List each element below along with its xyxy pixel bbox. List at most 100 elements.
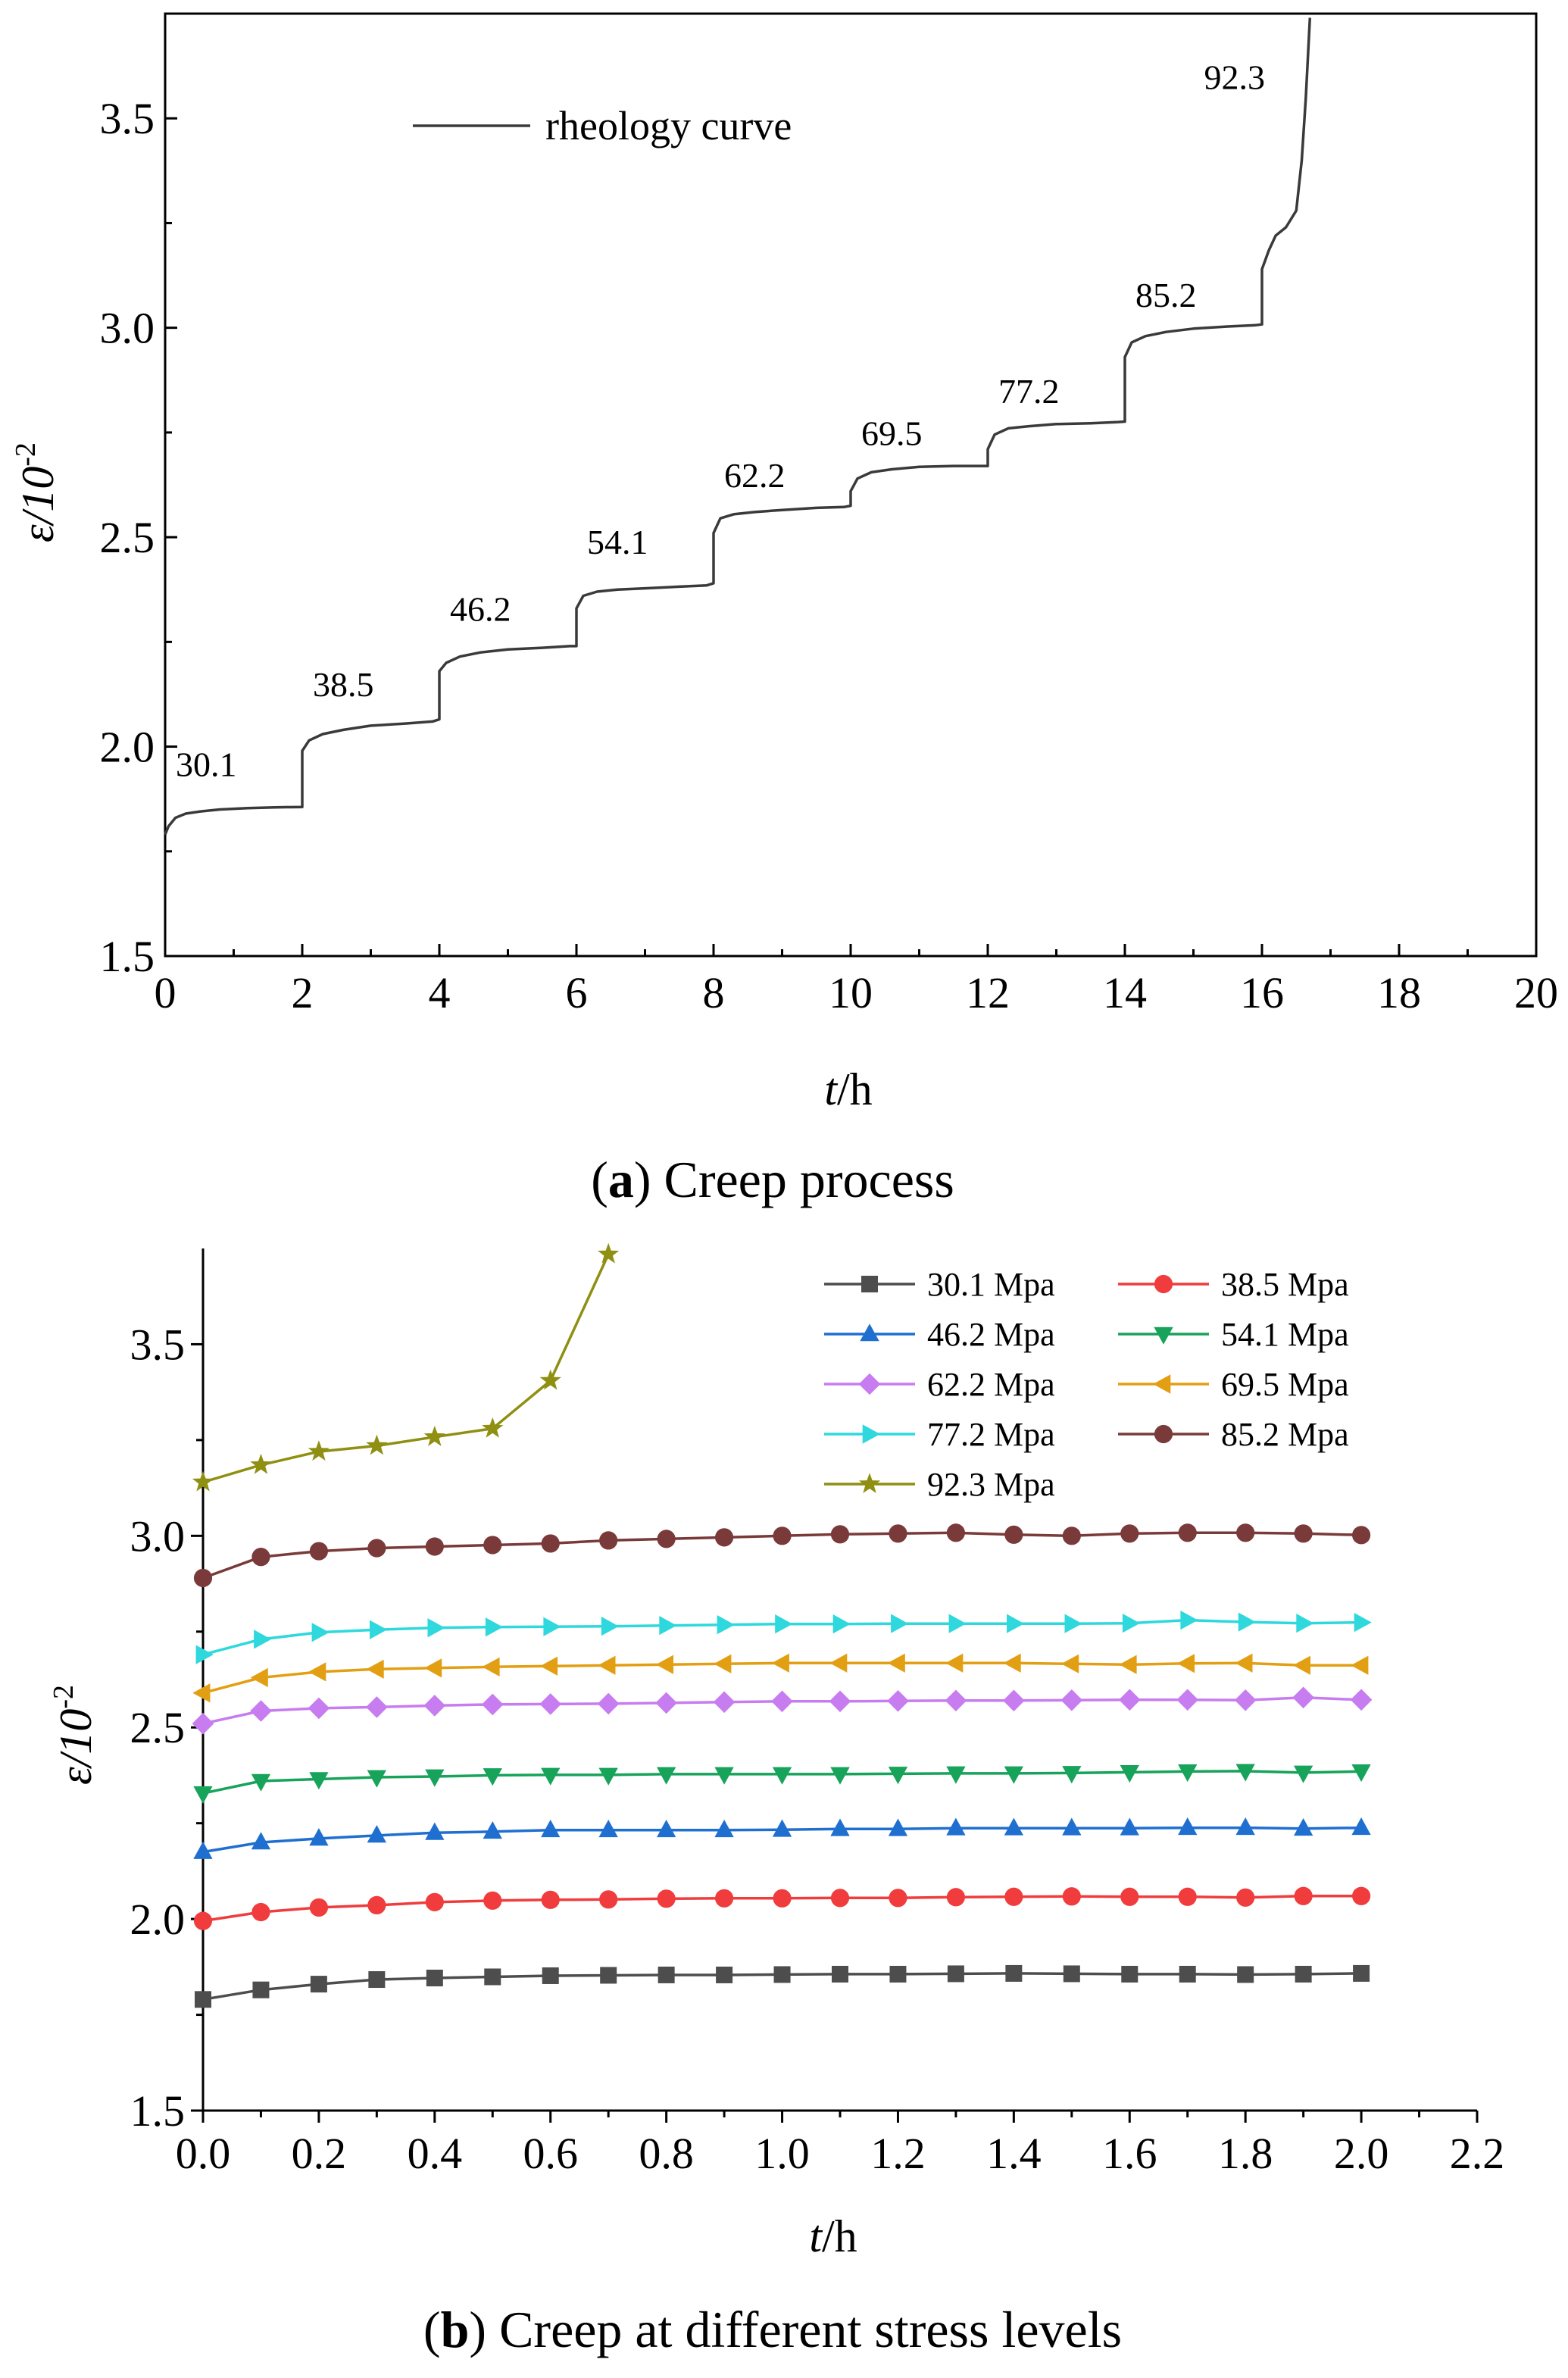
data-point — [251, 1832, 271, 1850]
stress-annotation: 62.2 — [724, 456, 786, 495]
data-point — [1004, 1525, 1023, 1544]
data-point — [1351, 1817, 1371, 1836]
data-point — [1062, 1817, 1082, 1836]
data-point — [1236, 1888, 1255, 1907]
legend-swatch-marker — [858, 1373, 881, 1395]
data-point — [655, 1692, 677, 1714]
x-tick-label: 1.8 — [1218, 2129, 1273, 2178]
data-point — [1122, 1614, 1140, 1633]
data-point — [251, 1773, 271, 1792]
data-point — [1294, 1765, 1313, 1783]
panel-a-y-axis: 1.5 2.0 2.5 3.0 3.5 — [100, 94, 177, 981]
data-point — [657, 1820, 676, 1838]
legend-label-rheology: rheology curve — [545, 103, 792, 148]
data-point — [598, 1242, 620, 1264]
data-point — [254, 1630, 272, 1649]
data-point — [425, 1769, 445, 1787]
data-point — [192, 1470, 214, 1492]
x-tick-label: 12 — [966, 968, 1010, 1017]
data-point — [1238, 1612, 1256, 1632]
x-tick-label: 6 — [566, 968, 588, 1017]
x-tick-label: 0.6 — [523, 2129, 578, 2178]
data-point — [1350, 1689, 1373, 1711]
data-point — [657, 1767, 676, 1785]
panel-b-caption: (b) Creep at different stress levels — [423, 2301, 1122, 2358]
legend-swatch-marker — [1154, 1424, 1173, 1444]
legend-item: 54.1 Mpa — [1118, 1316, 1349, 1353]
data-point — [1178, 1523, 1197, 1542]
x-tick-label: 16 — [1240, 968, 1284, 1017]
data-point — [600, 1967, 617, 1984]
data-point — [946, 1523, 966, 1542]
data-point — [657, 1889, 676, 1908]
panel-a-x-axis-label: t/h — [824, 1064, 872, 1114]
data-point — [597, 1692, 620, 1715]
legend-label: 30.1 Mpa — [927, 1266, 1055, 1303]
data-point — [308, 1662, 326, 1682]
data-point — [830, 1889, 850, 1908]
data-point — [310, 1976, 327, 1993]
series-30-1-mpa — [195, 1964, 1370, 2008]
data-point — [541, 1890, 560, 1909]
data-point — [1351, 1886, 1371, 1905]
data-point — [539, 1693, 561, 1715]
data-point — [1119, 1655, 1137, 1674]
data-point — [887, 1690, 909, 1712]
legend-label: 92.3 Mpa — [927, 1466, 1055, 1503]
data-point — [714, 1528, 734, 1547]
data-point — [370, 1620, 388, 1639]
data-point — [484, 1968, 501, 1986]
data-point — [311, 1623, 330, 1642]
data-point — [830, 1818, 850, 1836]
data-point — [598, 1655, 616, 1675]
data-point — [426, 1970, 443, 1987]
data-point — [946, 1888, 966, 1907]
data-point — [1178, 1817, 1198, 1836]
data-point — [1295, 1965, 1312, 1983]
legend-item: 46.2 Mpa — [824, 1316, 1055, 1353]
x-tick-label: 4 — [429, 968, 451, 1017]
data-point — [1004, 1887, 1023, 1906]
data-point — [423, 1426, 445, 1446]
data-point — [424, 1658, 442, 1678]
stress-annotation: 77.2 — [998, 372, 1060, 411]
series-line — [202, 1253, 610, 1484]
legend-item: 30.1 Mpa — [824, 1266, 1055, 1303]
data-point — [1296, 1614, 1314, 1633]
data-point — [482, 1657, 500, 1676]
panel-a-legend: rheology curve — [413, 103, 792, 148]
data-point — [945, 1653, 964, 1673]
series-85-2-mpa — [193, 1523, 1371, 1588]
data-point — [367, 1825, 386, 1843]
data-point — [1003, 1689, 1025, 1712]
x-tick-label: 1.2 — [870, 2129, 926, 2178]
y-tick-label: 2.0 — [130, 1895, 186, 1944]
data-point — [1235, 1653, 1253, 1673]
stress-annotation: 46.2 — [450, 590, 511, 629]
data-point — [195, 1645, 214, 1664]
x-tick-label: 1.6 — [1102, 2129, 1157, 2178]
data-point — [1177, 1654, 1195, 1673]
data-point — [772, 1767, 792, 1785]
data-point — [1354, 1613, 1372, 1633]
data-point — [889, 1965, 907, 1983]
panel-b-x-axis: 0.0 0.2 0.4 0.6 0.8 1.0 1.2 1.4 1.6 1.8 2.0 2.2 — [176, 2111, 1504, 2178]
data-point — [1353, 1964, 1370, 1982]
data-point — [1351, 1764, 1371, 1783]
legend-label: 62.2 Mpa — [927, 1366, 1055, 1403]
data-point — [829, 1653, 848, 1673]
data-point — [309, 1898, 329, 1917]
data-point — [714, 1820, 734, 1838]
data-point — [193, 1841, 213, 1859]
data-point — [1292, 1655, 1310, 1675]
series-38-5-mpa — [193, 1886, 1371, 1930]
data-point — [1234, 1689, 1257, 1711]
data-point — [427, 1618, 445, 1638]
data-point — [250, 1453, 272, 1474]
data-point — [1176, 1689, 1198, 1711]
data-point — [1007, 1614, 1025, 1633]
data-point — [309, 1828, 329, 1846]
y-tick-label: 1.5 — [130, 2086, 186, 2136]
data-point — [888, 1767, 908, 1785]
legend-item: 69.5 Mpa — [1118, 1366, 1349, 1403]
